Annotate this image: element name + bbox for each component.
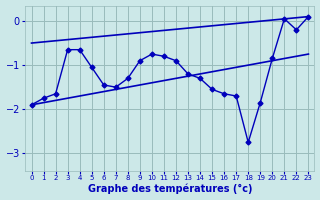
X-axis label: Graphe des températures (°c): Graphe des températures (°c) (88, 184, 252, 194)
